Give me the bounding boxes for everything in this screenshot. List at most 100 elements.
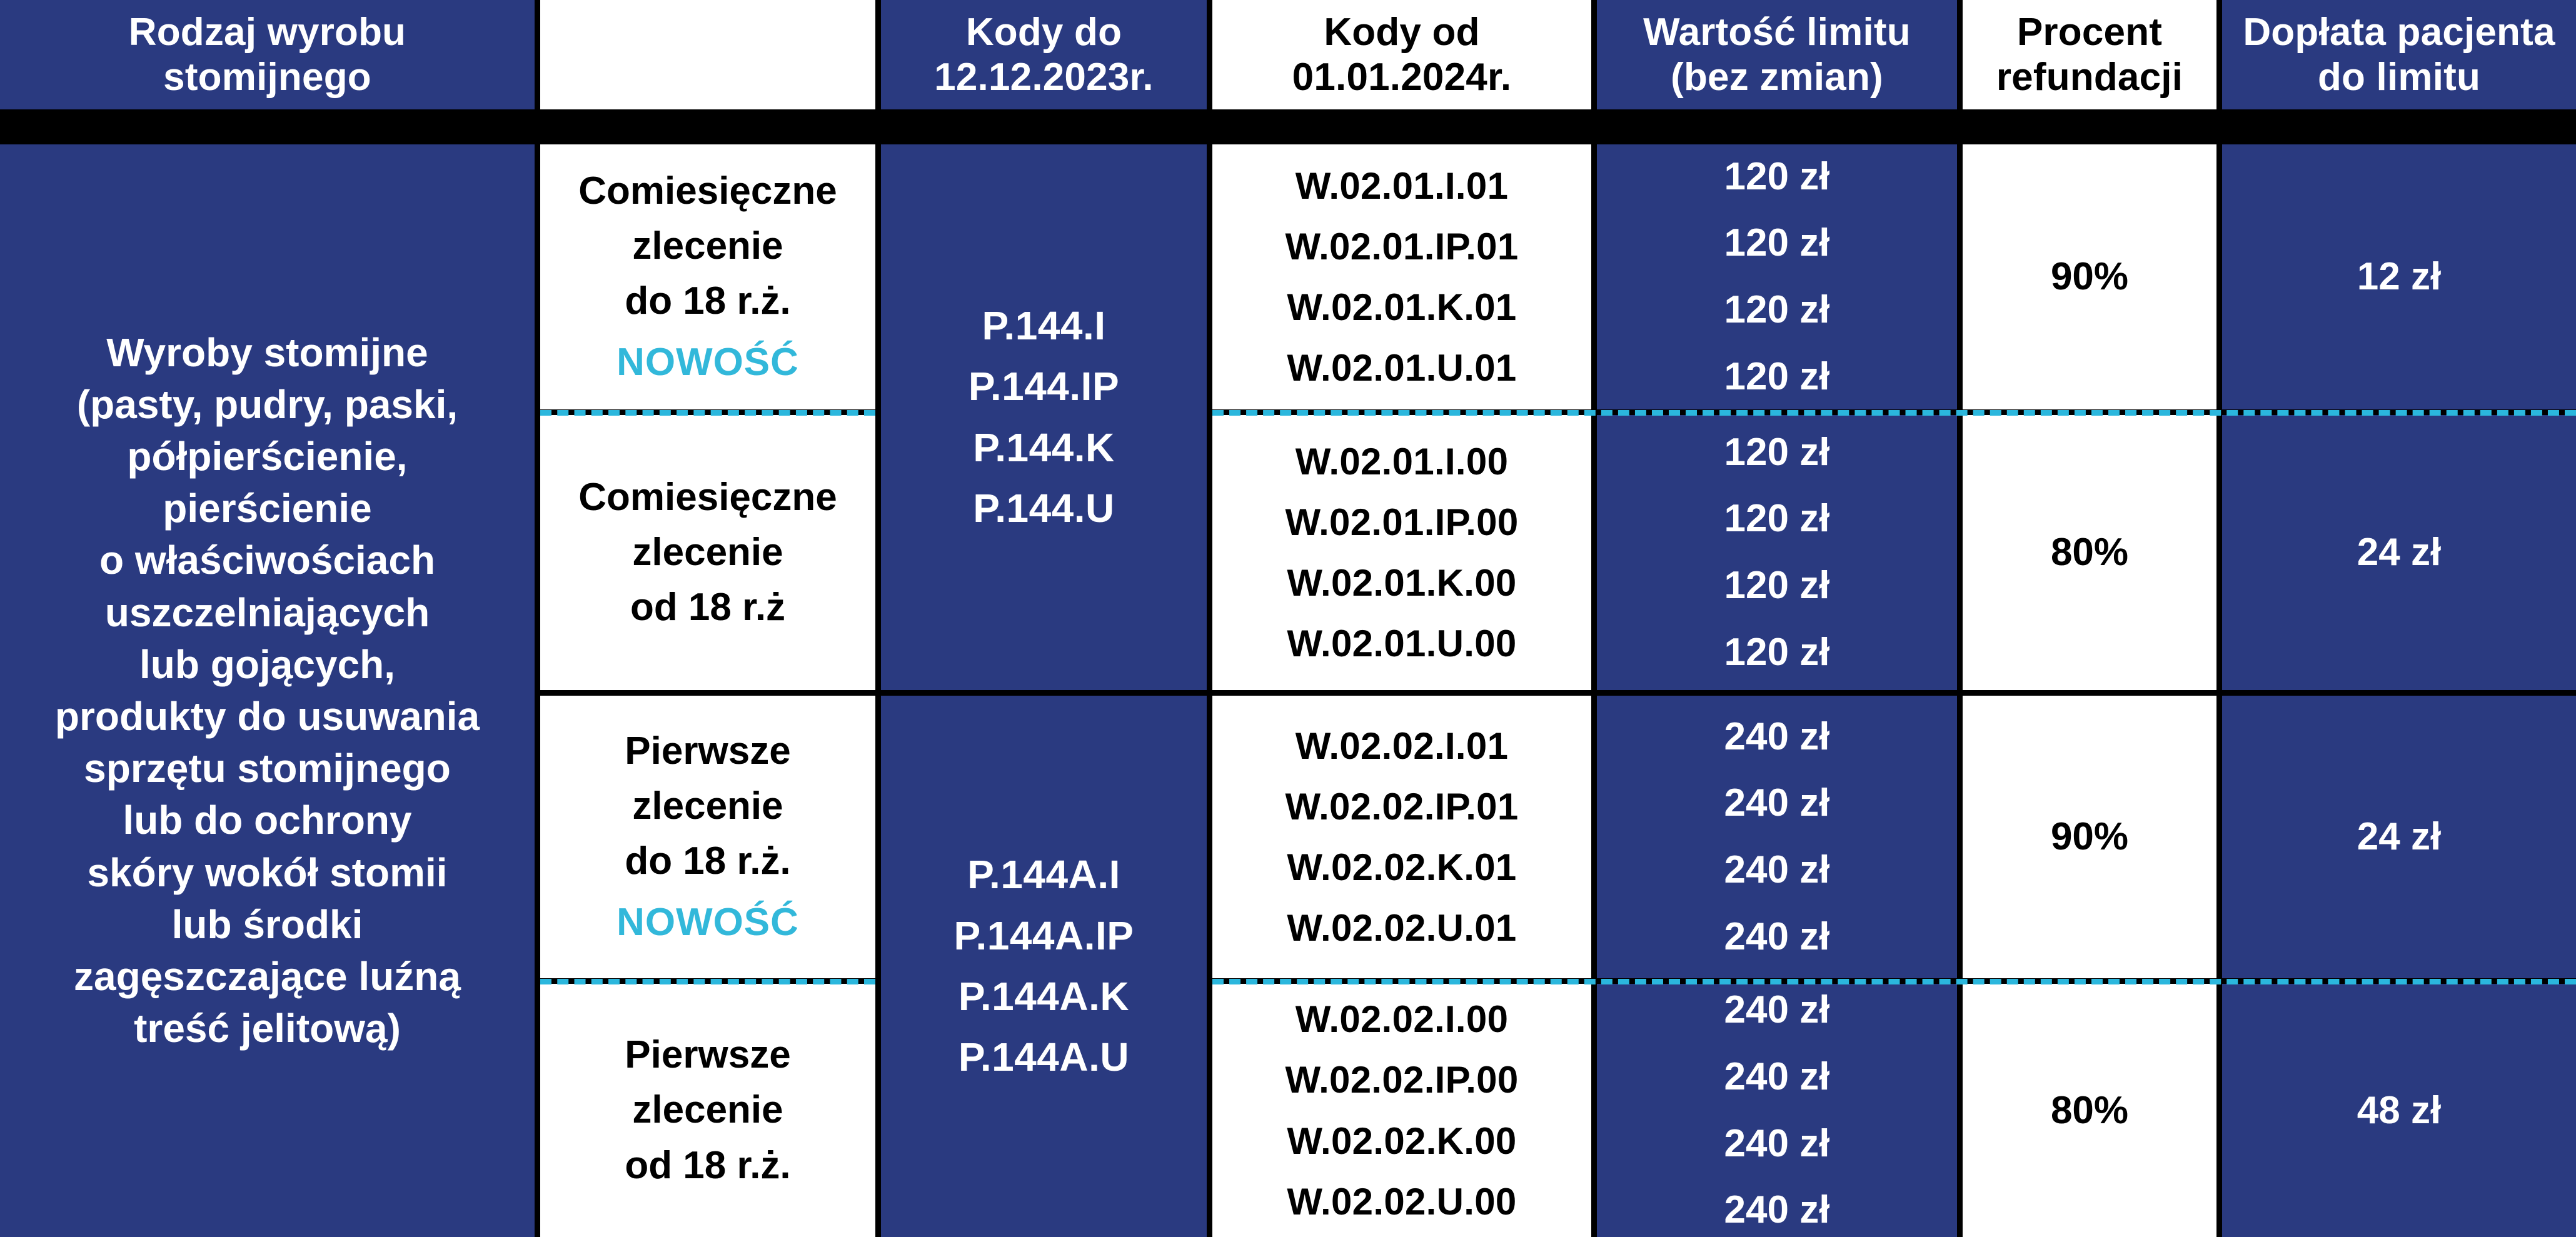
old-code: P.144A.IP (953, 913, 1134, 958)
refund-percent-cell-g2r1: 90% (1963, 696, 2216, 978)
old-code: P.144A.K (958, 974, 1130, 1019)
refund-percent-value: 90% (2050, 815, 2129, 859)
desc-line: uszczelniających (104, 589, 430, 635)
desc-line: zagęszczające luźną (74, 953, 461, 999)
new-badge-g1r1: NOWOŚĆ (616, 341, 799, 384)
header-cell-product-type: Rodzaj wyrobu stomijnego (0, 0, 535, 109)
desc-line: o właściwościach (99, 538, 436, 583)
desc-line: sprzętu stomijnego (84, 746, 451, 791)
limit-value: 240 zł (1724, 781, 1830, 825)
desc-line: Wyroby stomijne (106, 329, 428, 375)
limit-cell-g2r1: 240 zł 240 zł 240 zł 240 zł (1597, 696, 1957, 978)
copay-value: 24 zł (2357, 531, 2442, 574)
new-codes-cell-g2r2: W.02.02.I.00 W.02.02.IP.00 W.02.02.K.00 … (1212, 984, 1591, 1237)
old-codes-cell-g1: P.144.I P.144.IP P.144.K P.144.U (881, 144, 1207, 690)
desc-line: lub gojących, (139, 641, 395, 687)
new-code: W.02.02.I.00 (1295, 998, 1509, 1041)
refund-percent-value: 80% (2050, 531, 2129, 574)
header-cell-new-codes: Kody od 01.01.2024r. (1212, 0, 1591, 109)
limit-value: 240 zł (1724, 1188, 1830, 1232)
refund-percent-cell-g1r1: 90% (1963, 144, 2216, 409)
header-line: 12.12.2023r. (934, 55, 1154, 99)
new-codes-cell-g2r1: W.02.02.I.01 W.02.02.IP.01 W.02.02.K.01 … (1212, 696, 1591, 978)
old-codes-cell-g2: P.144A.I P.144A.IP P.144A.K P.144A.U (881, 696, 1207, 1237)
copay-value: 24 zł (2357, 815, 2442, 859)
new-code: W.02.01.K.00 (1287, 562, 1517, 604)
new-code: W.02.01.U.00 (1287, 623, 1517, 665)
order-type-line: zlecenie (632, 1088, 783, 1132)
desc-line: produkty do usuwania (54, 694, 480, 739)
new-code: W.02.02.U.01 (1287, 907, 1517, 949)
limit-value: 120 zł (1724, 564, 1830, 607)
desc-line: (pasty, pudry, paski, (76, 381, 458, 427)
row-divider-dashed-g2b (1212, 979, 2576, 984)
header-line: (bez zmian) (1671, 55, 1883, 99)
header-cell-patient-copay: Dopłata pacjenta do limitu (2222, 0, 2576, 109)
limit-value: 120 zł (1724, 630, 1830, 674)
header-cell-old-codes: Kody do 12.12.2023r. (881, 0, 1207, 109)
new-code: W.02.02.K.00 (1287, 1119, 1517, 1162)
row-divider-dashed-g1b (1212, 410, 2576, 416)
limit-cell-g1r1: 120 zł 120 zł 120 zł 120 zł (1597, 144, 1957, 409)
old-code: P.144A.U (958, 1034, 1130, 1080)
new-code: W.02.01.U.01 (1287, 347, 1517, 389)
order-type-line: Pierwsze (625, 1033, 791, 1077)
desc-line: lub środki (171, 901, 363, 947)
copay-cell-g1r1: 12 zł (2222, 144, 2576, 409)
refund-percent-value: 80% (2050, 1088, 2129, 1132)
copay-value: 48 zł (2357, 1088, 2442, 1132)
limit-value: 120 zł (1724, 288, 1830, 331)
header-cell-refund-percent: Procent refundacji (1963, 0, 2216, 109)
new-code: W.02.01.I.00 (1295, 440, 1509, 483)
new-code: W.02.02.K.01 (1287, 846, 1517, 888)
header-line: Dopłata pacjenta (2243, 10, 2555, 54)
order-type-line: do 18 r.ż. (625, 839, 791, 883)
new-code: W.02.02.IP.01 (1285, 785, 1519, 828)
order-type-line: do 18 r.ż. (625, 279, 791, 323)
limit-cell-g1r2: 120 zł 120 zł 120 zł 120 zł (1597, 415, 1957, 690)
order-type-line: zlecenie (632, 224, 783, 268)
row-divider-dashed-g2 (540, 979, 875, 984)
order-type-line: Comiesięczne (578, 169, 837, 213)
header-line: stomijnego (163, 55, 371, 99)
copay-value: 12 zł (2357, 255, 2442, 299)
old-code: P.144.U (973, 485, 1115, 531)
limit-value: 240 zł (1724, 1121, 1830, 1165)
order-type-line: zlecenie (632, 784, 783, 828)
limit-value: 240 zł (1724, 914, 1830, 958)
new-code: W.02.01.K.01 (1287, 286, 1517, 328)
limit-value: 120 zł (1724, 430, 1830, 474)
header-cell-order-type (540, 0, 875, 109)
desc-line: pierścienie (163, 486, 372, 531)
row-divider-dashed-g1 (540, 410, 875, 416)
desc-line: skóry wokół stomii (87, 849, 448, 895)
limit-value: 120 zł (1724, 354, 1830, 398)
header-line: 01.01.2024r. (1292, 55, 1512, 99)
new-code: W.02.01.IP.01 (1285, 225, 1519, 268)
order-type-cell-g2r1: Pierwsze zlecenie do 18 r.ż. NOWOŚĆ (540, 696, 875, 978)
order-type-line: od 18 r.ż. (625, 1143, 791, 1187)
new-code: W.02.01.IP.00 (1285, 501, 1519, 543)
header-line: do limitu (2317, 55, 2481, 99)
header-line: Wartość limitu (1643, 10, 1911, 54)
order-type-line: od 18 r.ż (630, 586, 786, 629)
new-badge-g2r1: NOWOŚĆ (616, 901, 799, 944)
limit-value: 240 zł (1724, 1054, 1830, 1098)
new-code: W.02.02.I.01 (1295, 724, 1509, 767)
refund-percent-cell-g1r2: 80% (1963, 415, 2216, 690)
desc-line: lub do ochrony (123, 798, 412, 843)
header-line: Procent (2016, 10, 2163, 54)
order-type-cell-g1r2: Comiesięczne zlecenie od 18 r.ż (540, 415, 875, 690)
desc-line: półpierścienie, (127, 434, 408, 479)
limit-value: 120 zł (1724, 154, 1830, 198)
limit-cell-g2r2: 240 zł 240 zł 240 zł 240 zł (1597, 984, 1957, 1237)
header-cell-limit-value: Wartość limitu (bez zmian) (1597, 0, 1957, 109)
order-type-line: Comiesięczne (578, 475, 837, 519)
new-codes-cell-g1r1: W.02.01.I.01 W.02.01.IP.01 W.02.01.K.01 … (1212, 144, 1591, 409)
refund-percent-cell-g2r2: 80% (1963, 984, 2216, 1237)
new-code: W.02.02.IP.00 (1285, 1059, 1519, 1101)
limit-value: 120 zł (1724, 497, 1830, 541)
copay-cell-g2r1: 24 zł (2222, 696, 2576, 978)
limit-value: 240 zł (1724, 988, 1830, 1032)
refund-percent-value: 90% (2050, 255, 2129, 299)
